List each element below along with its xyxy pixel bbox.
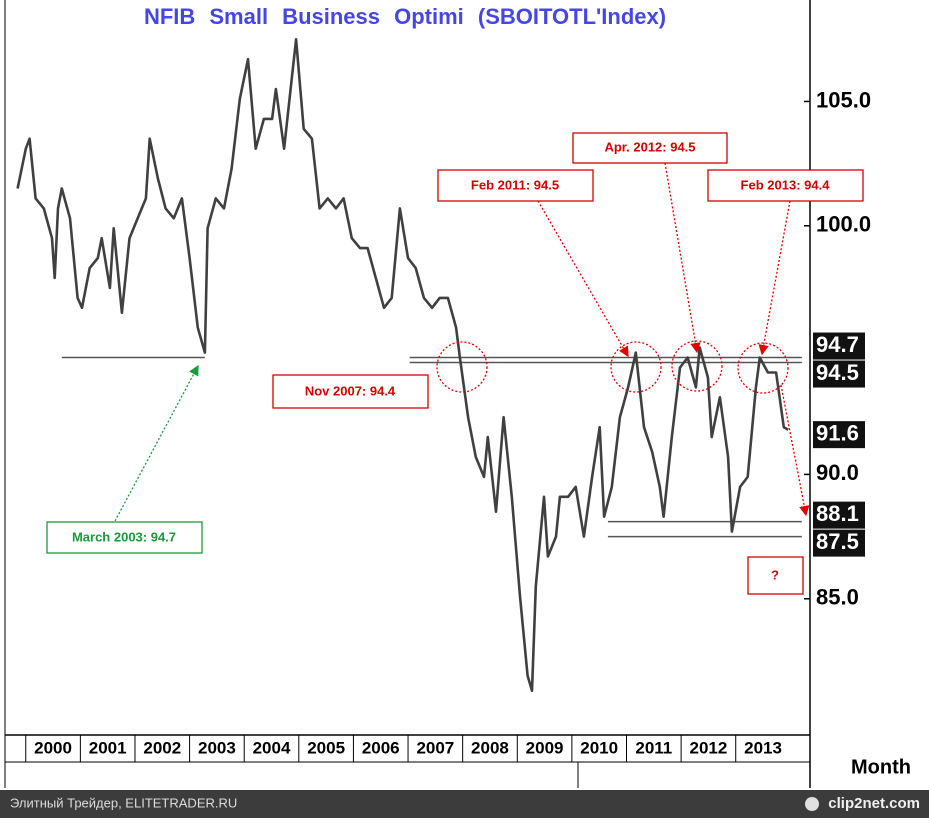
highlight-circle <box>737 342 789 394</box>
annotations: March 2003: 94.7 Nov 2007: 94.4 Feb 2011… <box>46 132 864 595</box>
footer-bar <box>0 790 929 818</box>
x-axis-label: Month <box>851 756 911 778</box>
footer-logo-icon <box>805 797 819 811</box>
highlight-label: 94.7 <box>816 332 859 357</box>
y-tick-label: 90.0 <box>816 460 859 485</box>
highlight-box <box>813 501 865 529</box>
x-tick-label: 2005 <box>307 738 345 757</box>
x-tick-label: 2012 <box>690 738 728 757</box>
highlight-label: 87.5 <box>816 529 859 554</box>
annotation: March 2003: 94.7 <box>72 529 176 544</box>
y-tick-label: 100.0 <box>816 212 871 237</box>
highlight-circle <box>671 340 723 392</box>
x-tick-label: 2000 <box>34 738 72 757</box>
highlight-circle <box>610 341 662 393</box>
annotation-box <box>437 169 594 202</box>
highlight-box <box>813 421 865 449</box>
chart-title: NFIB Small Business Optimi (SBOITOTL'Ind… <box>144 4 666 29</box>
x-tick-label: 2013 <box>744 738 782 757</box>
annotation-box <box>46 521 203 554</box>
annotation: Feb 2013: 94.4 <box>741 177 831 192</box>
y-tick-label: 105.0 <box>816 87 871 112</box>
annotation: Feb 2011: 94.5 <box>471 177 559 192</box>
x-tick-label: 2006 <box>362 738 400 757</box>
annotation-box <box>572 132 728 164</box>
footer-source: Элитный Трейдер, ELITETRADER.RU <box>10 795 237 810</box>
x-tick-label: 2003 <box>198 738 236 757</box>
x-tick-label: 2009 <box>526 738 564 757</box>
highlight-box <box>813 529 865 557</box>
annotation: ? <box>771 567 779 582</box>
annotation: Nov 2007: 94.4 <box>305 383 396 398</box>
annotation-box <box>272 374 429 409</box>
annotation-box <box>747 556 804 595</box>
x-tick-label: 2008 <box>471 738 509 757</box>
x-tick-label: 2007 <box>416 738 454 757</box>
highlight-box <box>813 360 865 388</box>
x-tick-label: 2001 <box>89 738 127 757</box>
highlight-label: 91.6 <box>816 420 859 445</box>
data-line <box>16 38 789 692</box>
x-tick-label: 2010 <box>580 738 618 757</box>
footer-logo: clip2net.com <box>828 795 920 812</box>
x-tick-label: 2011 <box>635 738 672 757</box>
annotation-arrow <box>758 200 791 356</box>
x-tick-label: 2002 <box>143 738 181 757</box>
highlight-box <box>813 332 865 360</box>
y-tick-label: 85.0 <box>816 585 859 610</box>
annotation-arrow <box>537 200 629 358</box>
annotation-box <box>707 169 864 202</box>
highlight-circle <box>436 341 488 393</box>
x-tick-label: 2004 <box>253 738 291 757</box>
highlight-label: 88.1 <box>816 501 859 526</box>
annotation-arrow <box>114 364 199 522</box>
highlight-label: 94.5 <box>816 360 859 385</box>
annotation: Apr. 2012: 94.5 <box>604 139 695 154</box>
